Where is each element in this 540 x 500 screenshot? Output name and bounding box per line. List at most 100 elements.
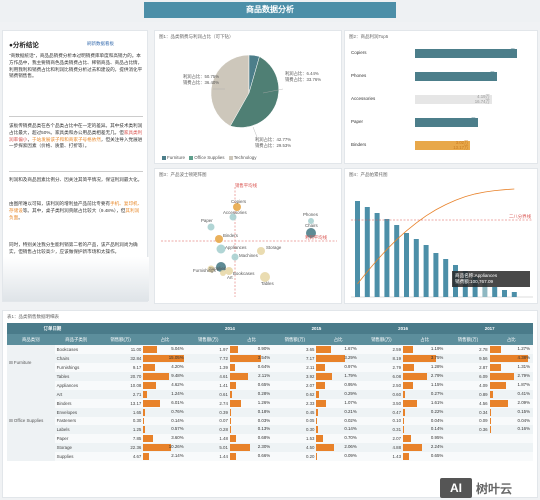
- scatter-point[interactable]: [220, 270, 226, 276]
- column-header[interactable]: 商品类别: [7, 334, 55, 345]
- scatter-point[interactable]: [308, 218, 314, 224]
- share-bar: [229, 346, 238, 353]
- table-row[interactable]: Art 2.71 1.24% 0.61 0.28% 0.62 0.29% 0.60 0.27% 0…: [7, 389, 533, 399]
- header-year-2015[interactable]: 2015: [273, 323, 360, 334]
- column-header[interactable]: 销售额(万): [446, 334, 490, 345]
- share-cell: [489, 443, 533, 453]
- share-bar: [316, 435, 323, 443]
- pareto-bar[interactable]: [394, 225, 400, 297]
- share-cell: 0.64%: [229, 362, 274, 372]
- category-cell[interactable]: ⊟ Furniture: [7, 345, 55, 381]
- pie-chart[interactable]: [155, 31, 343, 165]
- category-cell[interactable]: ⊟ Office Supplies: [7, 380, 55, 462]
- table-row[interactable]: Envelopes 1.65 0.76% 0.39 0.18% 0.45 0.21% 0.47…: [7, 407, 533, 417]
- bar[interactable]: [415, 95, 492, 104]
- scatter-point[interactable]: [229, 213, 237, 221]
- share-cell: 0.65%: [403, 452, 447, 462]
- pareto-bar[interactable]: [472, 277, 478, 297]
- header-year-2014[interactable]: 2014: [186, 323, 274, 334]
- column-header[interactable]: 销售额(万): [273, 334, 317, 345]
- scatter-point[interactable]: [216, 262, 226, 272]
- pareto-bar[interactable]: [423, 245, 429, 297]
- bar-row[interactable]: Copiers 5.56万 16.07万: [345, 43, 535, 65]
- share-bar: [403, 408, 405, 416]
- column-header[interactable]: 销售额(万): [97, 334, 144, 345]
- pareto-bar[interactable]: [443, 259, 449, 297]
- header-year-2017[interactable]: 2017: [446, 323, 533, 334]
- scatter-point[interactable]: [216, 244, 226, 254]
- legend-technology[interactable]: Technology: [233, 155, 257, 160]
- header-year-2016[interactable]: 2016: [359, 323, 447, 334]
- scatter-point[interactable]: [207, 265, 215, 273]
- share-bar: [229, 399, 241, 407]
- pareto-bar[interactable]: [511, 292, 517, 297]
- column-header[interactable]: 销售额(万): [186, 334, 230, 345]
- table-row[interactable]: ⊟ Office Supplies Appliances 10.08 4.62% 1.4…: [7, 380, 533, 462]
- table-row[interactable]: Binders 13.17 6.01% 2.74 1.26% 2.33 1.07% 3.50 1…: [7, 398, 533, 408]
- bar[interactable]: [415, 141, 471, 150]
- bar-row[interactable]: Paper 3.41万 7.85万: [345, 112, 535, 134]
- column-header[interactable]: 占比: [316, 334, 360, 345]
- column-header[interactable]: 销售额(万): [359, 334, 404, 345]
- scatter-point[interactable]: [207, 223, 215, 231]
- bar[interactable]: [415, 72, 497, 81]
- bar-row[interactable]: Accessories 4.19万 16.74万: [345, 89, 535, 111]
- share-bar: [489, 426, 491, 434]
- pareto-bar[interactable]: [492, 287, 498, 297]
- sales-cell: 2.11: [273, 362, 317, 372]
- share-bar: [229, 435, 236, 443]
- sales-cell: 0.34: [446, 407, 490, 417]
- column-header[interactable]: 占比: [143, 334, 187, 345]
- table-row[interactable]: Fasteners 0.30 0.14% 0.07 0.03% 0.05 0.02% 0.10…: [7, 416, 533, 426]
- pareto-bar[interactable]: [482, 283, 488, 297]
- pareto-bar[interactable]: [433, 253, 439, 297]
- legend-furniture[interactable]: Furniture: [167, 155, 186, 160]
- table-row[interactable]: Supplies 4.67 2.14% 1.44 0.66% 0.20 0.09% 1.43 0…: [7, 452, 533, 462]
- scatter-point[interactable]: [257, 247, 265, 255]
- sales-cell: 7.17: [273, 353, 317, 363]
- share-bar: [403, 453, 409, 461]
- bar-row[interactable]: Binders 3.02万 13.17万: [345, 135, 535, 157]
- share-cell: 0.14%: [143, 416, 187, 426]
- sales-cell: 0.89: [446, 389, 490, 399]
- pareto-bar[interactable]: [364, 207, 370, 297]
- pareto-bar[interactable]: [413, 239, 419, 297]
- share-cell: 0.70%: [316, 434, 360, 444]
- table-row[interactable]: ⊟ Furniture Bookcases 11.00 5.04% 1.97 0.90% 3…: [7, 345, 533, 381]
- share-cell: 0.13%: [229, 425, 274, 435]
- column-header[interactable]: 占比: [489, 334, 533, 345]
- scatter-point[interactable]: [215, 235, 223, 243]
- bar[interactable]: [415, 118, 478, 127]
- pareto-bar[interactable]: [374, 213, 380, 297]
- table-row[interactable]: Labels 1.25 0.57% 0.28 0.13% 0.30 0.14% 0.31 0.1…: [7, 425, 533, 435]
- scatter-point[interactable]: [225, 267, 233, 275]
- column-header[interactable]: 占比: [229, 334, 274, 345]
- table-row[interactable]: Storage 22.36 10.26% 5.01 2.30% 4.50 2.06% 4.88…: [7, 443, 533, 453]
- bar-row[interactable]: Phones 4.45万 21.97万: [345, 66, 535, 88]
- pareto-bar[interactable]: [502, 290, 507, 297]
- legend-office-supplies[interactable]: Office Supplies: [194, 155, 225, 160]
- scatter-point[interactable]: [233, 203, 241, 211]
- sales-cell: 1.43: [359, 452, 404, 462]
- column-header[interactable]: 占比: [403, 334, 447, 345]
- share-bar: [316, 354, 345, 362]
- bar[interactable]: [415, 49, 517, 58]
- sales-cell: 1.53: [273, 434, 317, 444]
- refresh-link[interactable]: 刷新数据看板: [87, 41, 114, 46]
- watermark-text: 树叶云: [476, 482, 513, 496]
- table-row[interactable]: Tables 20.70 9.48% 4.61 2.11% 3.92 1.79% 6.08 2.…: [7, 371, 533, 381]
- scatter-point[interactable]: [260, 272, 270, 282]
- subcategory-cell: Tables: [54, 371, 98, 381]
- pareto-bar[interactable]: [355, 201, 360, 297]
- header-order-date[interactable]: 订单日期: [7, 323, 98, 334]
- sales-cell: 5.01: [186, 443, 230, 453]
- bcg-scatter-chart[interactable]: [155, 169, 343, 305]
- scatter-point[interactable]: [306, 228, 316, 238]
- scatter-point[interactable]: [231, 253, 239, 261]
- table-row[interactable]: Furnishings 9.17 4.20% 1.39 0.64% 2.11 0.97% 2.…: [7, 362, 533, 372]
- column-header[interactable]: 商品子类别: [54, 334, 98, 345]
- pareto-bar[interactable]: [404, 233, 409, 297]
- pareto-bar[interactable]: [384, 219, 390, 297]
- table-row[interactable]: Paper 7.85 3.60% 1.48 0.68% 1.53 0.70% 2.07 0.95…: [7, 434, 533, 444]
- table-row[interactable]: Chairs 32.84 15.05% 7.72 3.54% 7.17 3.29% 8.19 3…: [7, 353, 533, 363]
